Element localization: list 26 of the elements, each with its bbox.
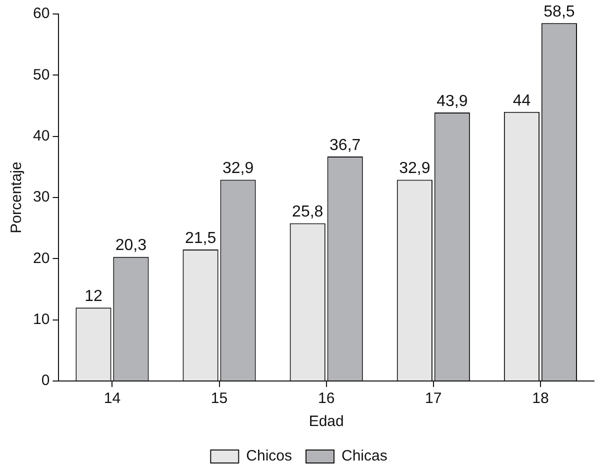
data-label: 43,9 <box>436 92 468 110</box>
y-tick-label: 20 <box>32 250 50 267</box>
x-tick-label: 15 <box>210 390 228 408</box>
data-label: 25,8 <box>292 204 324 221</box>
y-tick-label: 40 <box>32 127 50 144</box>
data-label: 58,5 <box>544 4 575 21</box>
x-tick-label: 18 <box>532 390 549 408</box>
data-label: 32,9 <box>399 160 430 178</box>
data-label: 44 <box>512 92 531 110</box>
y-tick-label: 30 <box>32 188 50 206</box>
legend-label: Chicos <box>246 448 292 465</box>
x-tick-label: 16 <box>318 390 335 408</box>
x-tick-label: 17 <box>425 390 442 408</box>
y-tick-label: 10 <box>32 310 50 328</box>
data-label: 36,7 <box>330 136 361 154</box>
data-label: 32,9 <box>222 160 254 178</box>
x-tick-label: 14 <box>104 390 121 408</box>
data-label: 20,3 <box>115 237 147 254</box>
x-axis-title: Edad <box>308 413 344 430</box>
y-tick-label: 50 <box>32 66 50 84</box>
data-label: 21,5 <box>184 230 216 247</box>
legend-label: Chicas <box>342 448 388 465</box>
y-axis-title: Porcentaje <box>8 162 26 234</box>
y-tick-label: 60 <box>32 5 50 22</box>
y-tick-label: 0 <box>41 372 50 390</box>
data-label: 12 <box>84 288 102 306</box>
